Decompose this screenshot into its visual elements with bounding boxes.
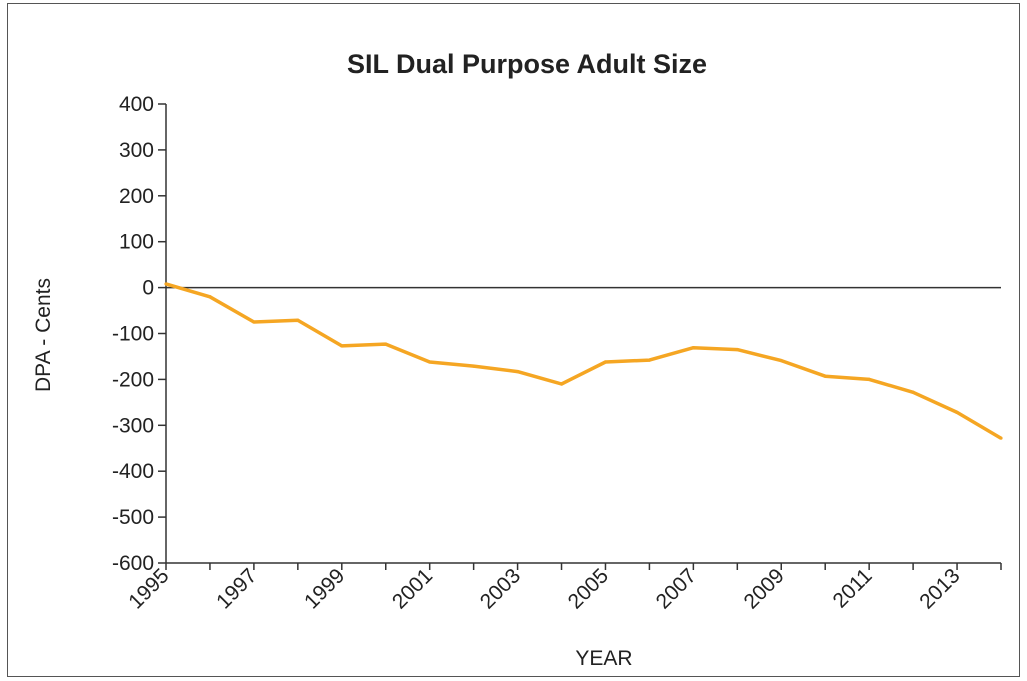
y-tick-label: 300 bbox=[119, 139, 154, 162]
y-tick-label: -400 bbox=[112, 460, 154, 483]
data-point bbox=[296, 318, 300, 322]
series-line bbox=[165, 282, 1002, 440]
chart-frame bbox=[7, 3, 1020, 677]
data-point bbox=[867, 377, 871, 381]
x-tick-label: 2007 bbox=[652, 564, 701, 613]
data-point bbox=[999, 436, 1003, 440]
y-tick-label: -100 bbox=[112, 323, 154, 346]
data-point bbox=[208, 295, 212, 299]
chart-title: SIL Dual Purpose Adult Size bbox=[347, 49, 707, 79]
x-tick-label: 2009 bbox=[740, 564, 789, 613]
data-point bbox=[955, 410, 959, 415]
data-point bbox=[735, 347, 739, 352]
x-axis: 1995 1997 1999 2001 2003 2005 2007 2009 2011 2013 bbox=[124, 562, 1002, 614]
y-tick-label: 400 bbox=[119, 93, 154, 116]
data-point bbox=[779, 358, 783, 363]
data-point bbox=[691, 346, 695, 350]
x-tick-label: 2003 bbox=[476, 564, 525, 613]
data-point bbox=[164, 282, 168, 286]
data-points bbox=[164, 282, 1003, 440]
data-point bbox=[647, 358, 652, 362]
data-point bbox=[911, 390, 915, 394]
x-tick-label: 1997 bbox=[212, 564, 261, 613]
x-tick-label: 2011 bbox=[828, 564, 876, 612]
x-tick-label: 1999 bbox=[300, 564, 349, 613]
y-tick-label: -600 bbox=[112, 552, 154, 575]
data-point bbox=[428, 360, 432, 364]
y-tick-label: -500 bbox=[112, 506, 154, 529]
x-tick-label: 2013 bbox=[915, 564, 964, 613]
x-axis-label: YEAR bbox=[575, 647, 632, 670]
y-tick-label: -300 bbox=[112, 414, 154, 437]
data-point bbox=[823, 374, 827, 378]
y-axis-label: DPA - Cents bbox=[32, 278, 55, 392]
data-point bbox=[340, 344, 344, 348]
x-tick-label: 2005 bbox=[564, 564, 613, 613]
y-tick-label: 200 bbox=[119, 185, 154, 208]
data-point bbox=[559, 382, 564, 386]
data-point bbox=[252, 320, 256, 324]
y-tick-label: 0 bbox=[142, 277, 154, 300]
y-tick-label: -200 bbox=[112, 368, 154, 391]
x-tick-label: 2001 bbox=[388, 564, 437, 613]
y-tick-label: 100 bbox=[119, 231, 154, 254]
data-point bbox=[603, 360, 608, 364]
data-point bbox=[384, 342, 388, 346]
data-point bbox=[515, 369, 520, 374]
y-axis: 400 300 200 100 0 -100 -200 -300 -400 -500 -600 bbox=[112, 93, 167, 575]
data-point bbox=[472, 364, 476, 368]
